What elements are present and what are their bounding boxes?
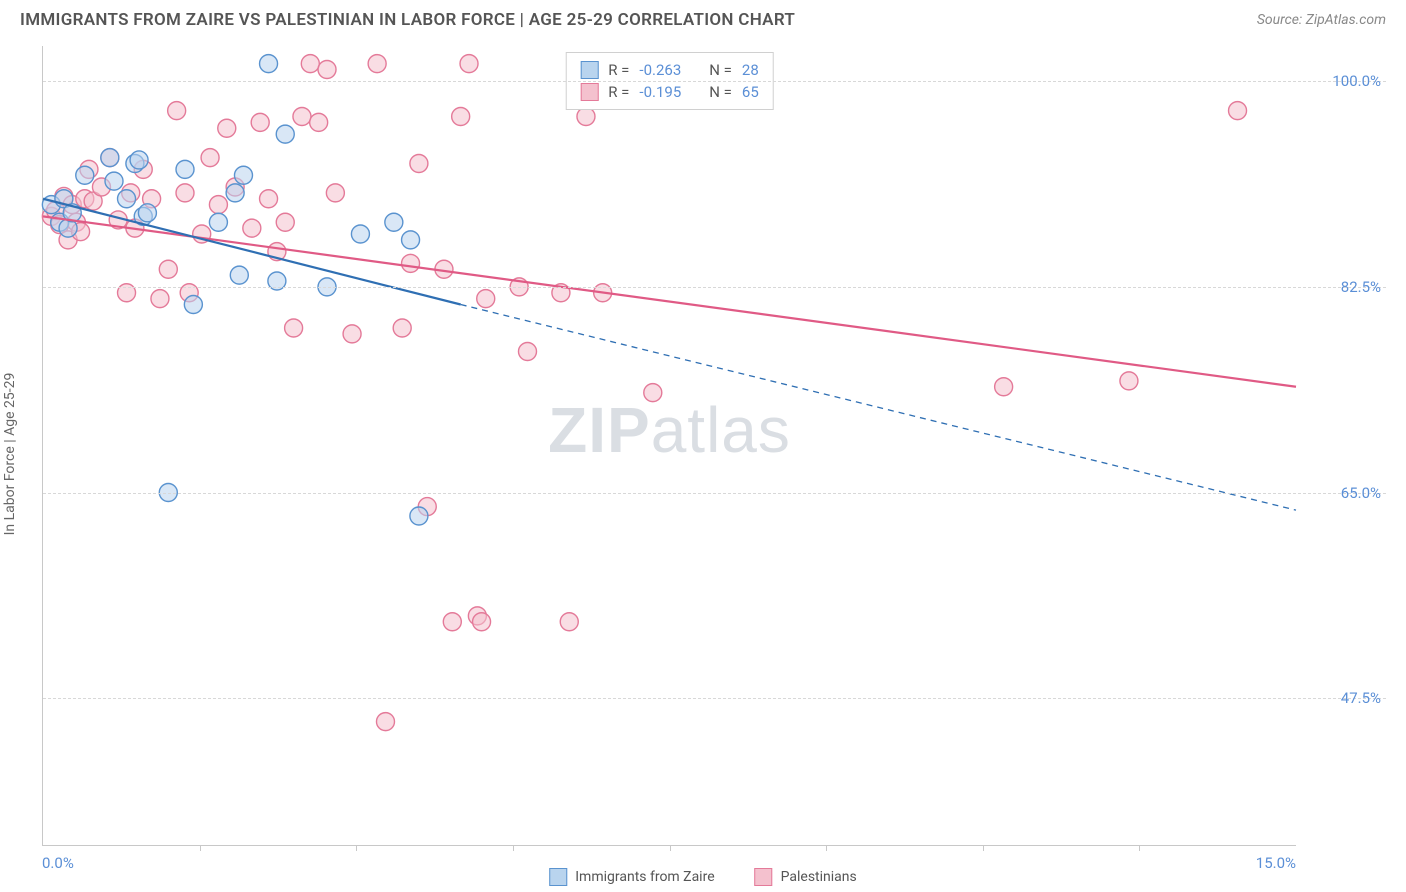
scatter-point-palestinian xyxy=(209,196,227,214)
regression-line-palestinian xyxy=(43,216,1296,386)
x-tick xyxy=(200,845,201,851)
x-axis-max-label: 15.0% xyxy=(1256,854,1296,872)
r-label: R = xyxy=(608,83,629,101)
r-value-palestinian: -0.195 xyxy=(639,83,681,101)
y-tick-label: 100.0% xyxy=(1301,72,1381,90)
scatter-point-palestinian xyxy=(368,55,386,73)
x-tick xyxy=(356,845,357,851)
scatter-point-palestinian xyxy=(159,260,177,278)
scatter-point-zaire xyxy=(130,151,148,169)
x-tick xyxy=(1139,845,1140,851)
scatter-point-zaire xyxy=(101,149,119,167)
n-label: N = xyxy=(709,83,732,101)
scatter-point-palestinian xyxy=(176,184,194,202)
x-tick xyxy=(983,845,984,851)
scatter-point-palestinian xyxy=(1120,372,1138,390)
scatter-point-zaire xyxy=(209,213,227,231)
legend-swatch-palestinian xyxy=(755,868,773,886)
scatter-point-palestinian xyxy=(452,108,470,126)
scatter-point-zaire xyxy=(385,213,403,231)
scatter-point-palestinian xyxy=(443,613,461,631)
scatter-point-palestinian xyxy=(518,343,536,361)
scatter-point-zaire xyxy=(260,55,278,73)
x-tick xyxy=(513,845,514,851)
scatter-point-palestinian xyxy=(644,384,662,402)
x-axis-min-label: 0.0% xyxy=(42,854,74,872)
page-title: IMMIGRANTS FROM ZAIRE VS PALESTINIAN IN … xyxy=(20,10,795,30)
scatter-point-palestinian xyxy=(410,155,428,173)
chart-container: ZIPatlas R = -0.263 N = 28 R = -0.195 N … xyxy=(42,46,1386,846)
scatter-point-palestinian xyxy=(243,219,261,237)
scatter-point-palestinian xyxy=(577,108,595,126)
scatter-point-zaire xyxy=(234,166,252,184)
scatter-point-palestinian xyxy=(393,319,411,337)
scatter-point-palestinian xyxy=(301,55,319,73)
scatter-point-palestinian xyxy=(1229,102,1247,120)
scatter-point-palestinian xyxy=(310,113,328,131)
r-label: R = xyxy=(608,61,629,79)
scatter-point-zaire xyxy=(402,231,420,249)
scatter-point-zaire xyxy=(76,166,94,184)
n-value-zaire: 28 xyxy=(742,61,759,79)
scatter-point-palestinian xyxy=(151,290,169,308)
scatter-point-palestinian xyxy=(460,55,478,73)
correlation-row-palestinian: R = -0.195 N = 65 xyxy=(580,81,759,103)
source-credit: Source: ZipAtlas.com xyxy=(1257,12,1386,28)
gridline xyxy=(43,493,1386,494)
y-axis-label: In Labor Force | Age 25-29 xyxy=(2,373,18,536)
gridline xyxy=(43,698,1386,699)
scatter-point-palestinian xyxy=(318,61,336,79)
scatter-point-palestinian xyxy=(995,378,1013,396)
legend-item-palestinian: Palestinians xyxy=(755,868,857,886)
scatter-point-zaire xyxy=(226,184,244,202)
scatter-point-palestinian xyxy=(293,108,311,126)
scatter-point-zaire xyxy=(276,125,294,143)
n-label: N = xyxy=(709,61,732,79)
scatter-point-zaire xyxy=(184,296,202,314)
scatter-point-zaire xyxy=(230,266,248,284)
scatter-point-palestinian xyxy=(168,102,186,120)
legend-item-zaire: Immigrants from Zaire xyxy=(549,868,714,886)
y-tick-label: 82.5% xyxy=(1301,278,1381,296)
scatter-point-zaire xyxy=(351,225,369,243)
legend-swatch-zaire xyxy=(549,868,567,886)
y-tick-label: 65.0% xyxy=(1301,484,1381,502)
scatter-point-palestinian xyxy=(477,290,495,308)
scatter-point-palestinian xyxy=(285,319,303,337)
x-tick xyxy=(670,845,671,851)
r-value-zaire: -0.263 xyxy=(639,61,681,79)
scatter-point-zaire xyxy=(138,204,156,222)
bottom-legend: Immigrants from Zaire Palestinians xyxy=(549,868,857,886)
legend-label-zaire: Immigrants from Zaire xyxy=(575,869,714,885)
correlation-row-zaire: R = -0.263 N = 28 xyxy=(580,59,759,81)
scatter-point-palestinian xyxy=(218,119,236,137)
scatter-point-zaire xyxy=(118,190,136,208)
gridline xyxy=(43,287,1386,288)
extrapolation-line-zaire xyxy=(461,305,1296,511)
scatter-point-palestinian xyxy=(473,613,491,631)
y-tick-label: 47.5% xyxy=(1301,689,1381,707)
scatter-point-zaire xyxy=(176,160,194,178)
n-value-palestinian: 65 xyxy=(742,83,759,101)
scatter-point-palestinian xyxy=(260,190,278,208)
scatter-point-palestinian xyxy=(251,113,269,131)
x-tick xyxy=(826,845,827,851)
scatter-point-palestinian xyxy=(343,325,361,343)
legend-swatch-palestinian xyxy=(580,83,598,101)
scatter-point-palestinian xyxy=(276,213,294,231)
legend-label-palestinian: Palestinians xyxy=(781,869,857,885)
legend-swatch-zaire xyxy=(580,61,598,79)
scatter-point-palestinian xyxy=(326,184,344,202)
scatter-point-zaire xyxy=(105,172,123,190)
scatter-point-palestinian xyxy=(376,713,394,731)
scatter-point-palestinian xyxy=(560,613,578,631)
plot-area: ZIPatlas R = -0.263 N = 28 R = -0.195 N … xyxy=(42,46,1296,846)
scatter-point-zaire xyxy=(410,507,428,525)
scatter-svg xyxy=(43,46,1296,845)
scatter-point-palestinian xyxy=(201,149,219,167)
gridline xyxy=(43,81,1386,82)
scatter-point-palestinian xyxy=(402,254,420,272)
